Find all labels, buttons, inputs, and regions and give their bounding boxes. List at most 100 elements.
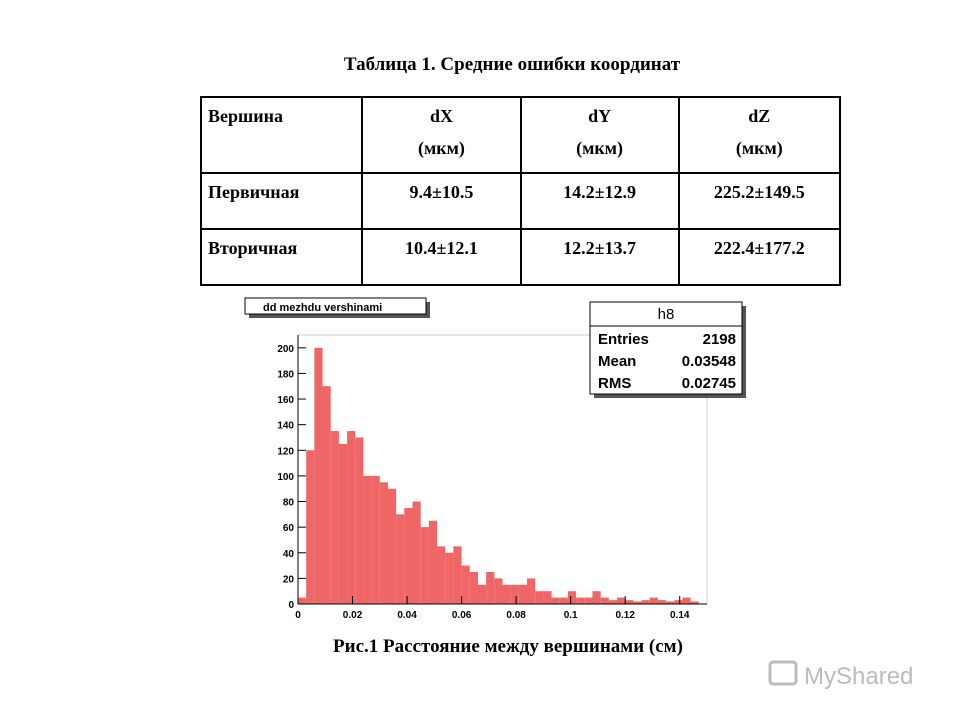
stats-label: RMS <box>598 375 631 392</box>
table-cell: 14.2±12.9 <box>519 172 680 230</box>
y-tick-label: 120 <box>277 446 294 457</box>
bar <box>330 431 339 604</box>
bar <box>306 450 315 604</box>
bar <box>445 552 454 604</box>
bar <box>486 571 495 604</box>
chart-title: dd mezhdu vershinami <box>263 302 382 314</box>
header-cell: dX (мкм) <box>361 96 522 174</box>
table-cell: 222.4±177.2 <box>677 228 842 286</box>
x-tick-label: 0.14 <box>670 610 690 621</box>
title-box <box>244 297 427 315</box>
stats-value: 0.02745 <box>682 375 736 392</box>
bar <box>584 597 593 604</box>
bar <box>379 482 388 604</box>
x-tick-label: 0 <box>295 610 301 621</box>
y-tick-label: 180 <box>277 369 294 380</box>
bar <box>633 601 642 604</box>
bar <box>551 597 560 604</box>
bar <box>518 584 528 604</box>
bar <box>682 597 691 604</box>
y-tick-label: 200 <box>277 344 294 355</box>
y-tick-label: 160 <box>277 395 294 406</box>
table: Вершина dX (мкм) dY (мкм) dZ (мкм) Первичная 9.4… <box>199 96 842 286</box>
header-text: dY <box>588 106 612 126</box>
watermark: MyShared <box>804 663 913 690</box>
bar <box>690 601 699 604</box>
x-tick-label: 0.1 <box>564 610 578 621</box>
bar <box>608 600 618 604</box>
x-tick-label: 0.02 <box>343 610 363 621</box>
bar <box>412 501 421 604</box>
bar <box>469 571 478 604</box>
stats-name: h8 <box>658 306 675 323</box>
stats-label: Mean <box>598 353 636 370</box>
header-text: (мкм) <box>576 138 624 158</box>
table-cell: Вторичная <box>199 228 364 286</box>
table-cell: 12.2±13.7 <box>519 228 680 286</box>
x-tick-label: 0.06 <box>452 610 472 621</box>
bar <box>437 546 446 604</box>
table-title: Таблица 1. Средние ошибки координат <box>343 54 681 75</box>
y-tick-label: 80 <box>283 498 295 509</box>
bar <box>666 601 675 604</box>
bar <box>625 600 634 604</box>
bar <box>600 597 609 604</box>
header-cell: dY (мкм) <box>519 96 680 174</box>
x-tick-label: 0.12 <box>615 610 635 621</box>
bar <box>641 600 650 604</box>
bar <box>404 507 413 604</box>
stats-label: Entries <box>598 331 649 348</box>
bar <box>527 578 536 604</box>
header-cell: dZ (мкм) <box>677 96 842 174</box>
header-row: Вершина dX (мкм) dY (мкм) dZ (мкм) <box>199 96 842 174</box>
bar <box>322 386 331 604</box>
bar <box>567 591 577 604</box>
table-cell: Первичная <box>199 172 364 230</box>
caption: Рис.1 Расстояние между вершинами (см) <box>333 636 683 657</box>
table-cell: 9.4±10.5 <box>361 172 522 230</box>
x-tick-label: 0.04 <box>397 610 417 621</box>
bar <box>420 527 429 604</box>
bar <box>363 475 372 604</box>
bar <box>355 437 364 604</box>
bar <box>477 584 487 604</box>
stats-value: 2198 <box>703 331 736 348</box>
bar <box>298 597 307 604</box>
header-text: dX <box>429 106 453 126</box>
table-row: Первичная 9.4±10.5 14.2±12.9 225.2±149.5 <box>199 172 842 230</box>
bar <box>314 347 323 604</box>
bar <box>674 600 683 604</box>
bar <box>649 597 658 604</box>
y-tick-label: 40 <box>283 549 295 560</box>
bar <box>494 578 503 604</box>
y-tick-label: 60 <box>283 523 295 534</box>
y-tick-label: 140 <box>277 421 294 432</box>
stats-value: 0.03548 <box>682 353 736 370</box>
bar <box>535 591 544 604</box>
bar <box>371 475 380 604</box>
header-cell: Вершина <box>199 96 364 174</box>
stats-box <box>589 301 743 395</box>
bar <box>396 514 405 604</box>
y-tick-label: 20 <box>283 574 295 585</box>
bar <box>543 591 552 604</box>
bar <box>428 520 438 604</box>
watermark-icon <box>768 660 798 686</box>
table-cell: 10.4±12.1 <box>361 228 522 286</box>
bar <box>453 546 462 604</box>
bar <box>576 597 585 604</box>
bar <box>338 443 348 604</box>
bar <box>510 584 519 604</box>
bar <box>657 600 667 604</box>
header-text: Вершина <box>208 106 283 126</box>
bar <box>347 431 356 604</box>
header-text: (мкм) <box>418 138 465 158</box>
y-tick-label: 0 <box>288 600 294 611</box>
bar <box>502 584 511 604</box>
bar <box>387 488 397 604</box>
table-row: Вторичная 10.4±12.1 12.2±13.7 222.4±177.2 <box>199 228 842 286</box>
x-tick-label: 0.08 <box>506 610 526 621</box>
header-text: dZ <box>748 106 771 126</box>
bar <box>559 597 568 604</box>
